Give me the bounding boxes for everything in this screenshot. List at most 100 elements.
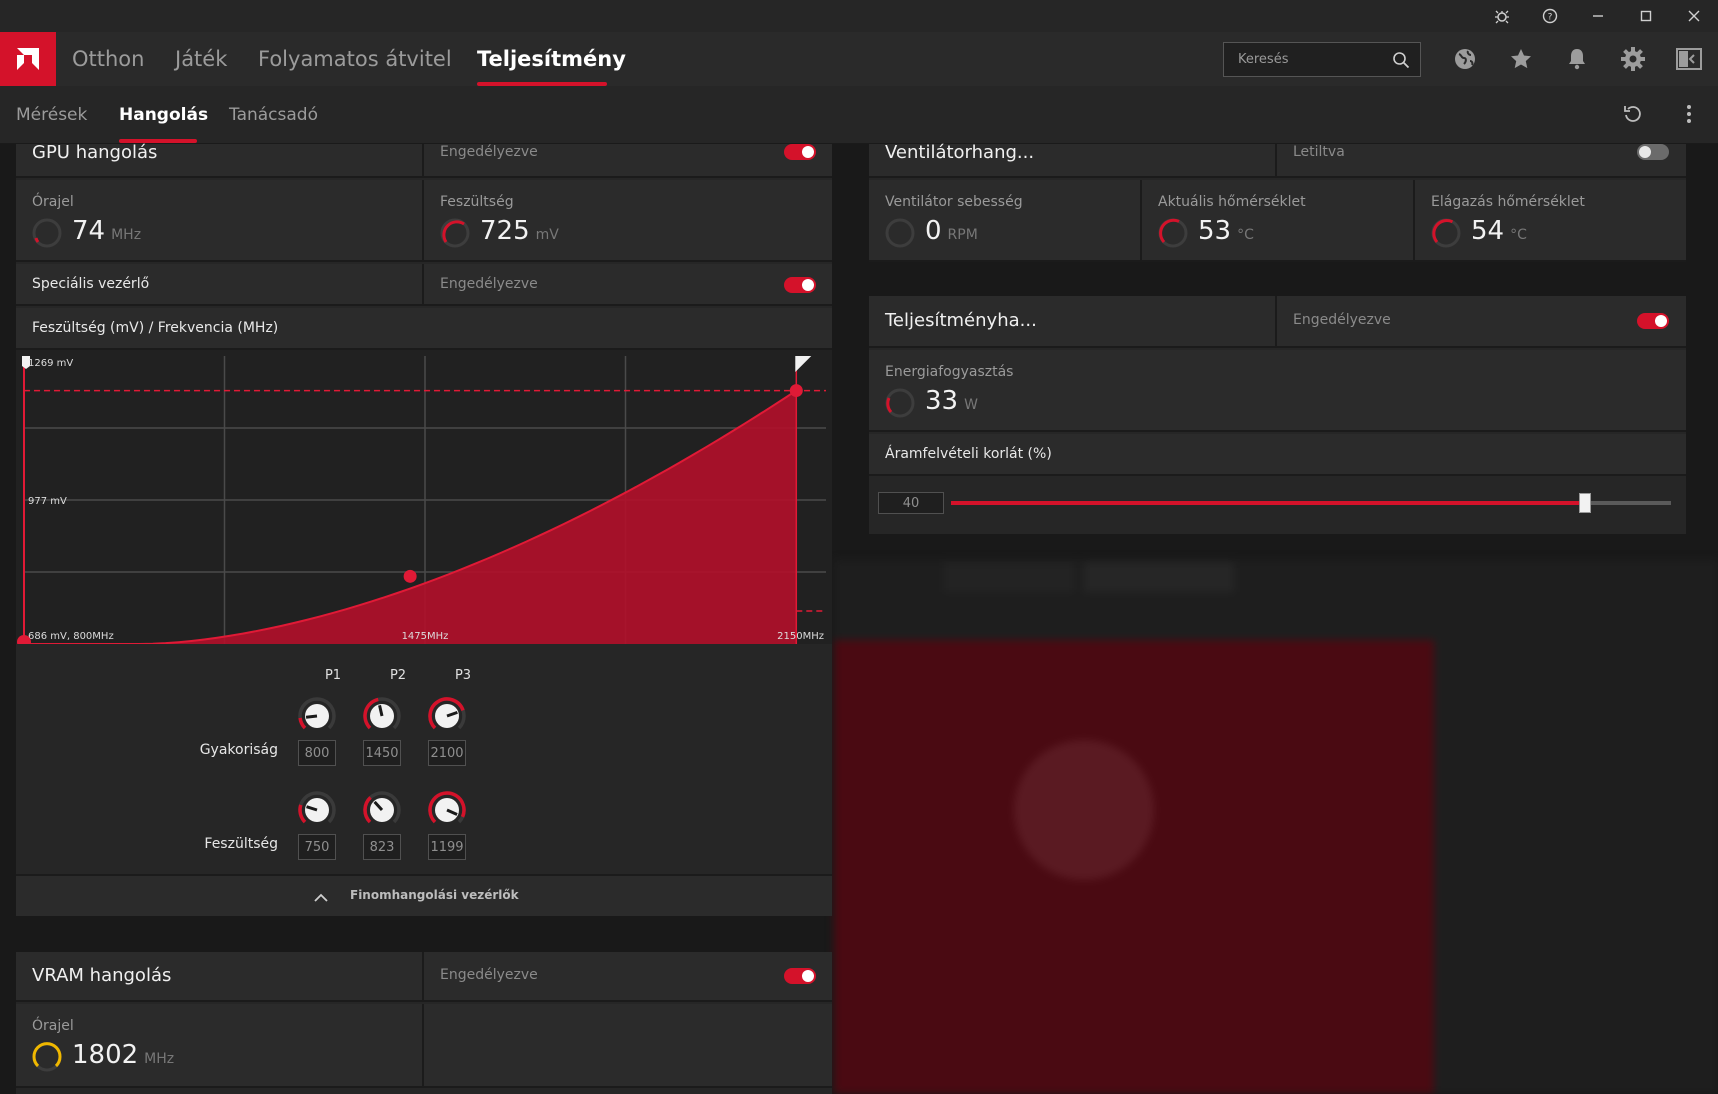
power-usage-gauge-icon (885, 388, 915, 418)
gear-icon[interactable] (1617, 43, 1649, 75)
power-metrics-row: Energiafogyasztás 33 W (869, 350, 1686, 432)
gpu-toggle[interactable] (784, 144, 816, 160)
sub-nav: Mérések Hangolás Tanácsadó (0, 86, 1718, 144)
volt-p3-input[interactable]: 1199 (428, 834, 466, 860)
gpu-clock-gauge-icon (32, 218, 62, 248)
fan-speed-value: 0 (925, 216, 942, 246)
chart-area (24, 390, 797, 644)
freq-knob-p1[interactable] (297, 696, 337, 736)
search-box[interactable] (1223, 42, 1421, 77)
reset-icon[interactable] (1622, 103, 1644, 129)
close-icon[interactable] (1674, 4, 1714, 28)
svg-text:?: ? (1548, 13, 1553, 23)
tab-metrics[interactable]: Mérések (16, 105, 88, 125)
freq-p2-input[interactable]: 1450 (363, 740, 401, 766)
power-toggle[interactable] (1637, 313, 1669, 329)
chevron-up-icon[interactable] (314, 888, 328, 907)
gpu-clock-label: Órajel (32, 194, 74, 210)
volt-p2-input[interactable]: 823 (363, 834, 401, 860)
fan-header-row: Ventilátorhang... Letiltva (869, 142, 1686, 178)
current-temp-unit: °C (1237, 227, 1254, 243)
gpu-clock-cell: Órajel 74 MHz (16, 180, 422, 260)
volt-p1-input[interactable]: 750 (298, 834, 336, 860)
top-nav: Otthon Játék Folyamatos átvitel Teljesít… (0, 32, 1718, 86)
power-limit-input[interactable]: 40 (878, 492, 944, 514)
chart-curve-line (24, 389, 797, 644)
vram-clock-gauge-icon (32, 1042, 62, 1072)
fine-tune-label: Finomhangolási vezérlők (350, 888, 519, 902)
gpu-voltage-label: Feszültség (440, 194, 514, 210)
frequency-row-label: Gyakoriság (199, 742, 278, 758)
nav-streaming[interactable]: Folyamatos átvitel (258, 47, 452, 71)
chart-x-label-min: 686 mV, 800MHz (28, 631, 114, 642)
power-header-row: Teljesítményha... Engedélyezve (869, 296, 1686, 348)
help-icon[interactable]: ? (1530, 4, 1570, 28)
gpu-title: GPU hangolás (32, 142, 158, 163)
gpu-voltage-cell: Feszültség 725 mV (424, 180, 832, 260)
nav-gaming[interactable]: Játék (175, 47, 228, 71)
current-temp-label: Aktuális hőmérséklet (1158, 194, 1306, 210)
vram-toggle[interactable] (784, 968, 816, 984)
junction-temp-unit: °C (1510, 227, 1527, 243)
advanced-control-toggle[interactable] (784, 277, 816, 293)
chart-min-flag-icon (22, 356, 30, 369)
freq-knob-p2[interactable] (362, 696, 402, 736)
power-tuning-panel: Teljesítményha... Engedélyezve Energiafo… (869, 296, 1686, 534)
volt-knob-p1[interactable] (297, 790, 337, 830)
gpu-header-row: GPU hangolás Engedélyezve (16, 142, 832, 178)
power-limit-row: Áramfelvételi korlát (%) (869, 434, 1686, 476)
nav-performance[interactable]: Teljesítmény (477, 47, 626, 71)
gpu-clock-unit: MHz (111, 227, 142, 243)
sidebar-icon[interactable] (1673, 43, 1705, 75)
junction-temp-label: Elágazás hőmérséklet (1431, 194, 1585, 210)
vram-clock-label: Órajel (32, 1018, 74, 1034)
freq-knob-p3[interactable] (427, 696, 467, 736)
curve-title-row: Feszültség (mV) / Frekvencia (MHz) (16, 308, 832, 350)
nav-home[interactable]: Otthon (72, 47, 145, 71)
volt-knob-p2[interactable] (362, 790, 402, 830)
chart-max-flag-icon (795, 356, 812, 372)
minimize-icon[interactable] (1578, 4, 1618, 28)
search-icon[interactable] (1392, 51, 1410, 73)
maximize-icon[interactable] (1626, 4, 1666, 28)
freq-p1-input[interactable]: 800 (298, 740, 336, 766)
current-temp-value: 53 (1198, 216, 1232, 246)
current-temp-gauge-icon (1158, 218, 1188, 248)
amd-logo[interactable] (0, 32, 56, 86)
bug-icon[interactable] (1482, 4, 1522, 28)
tab-tuning[interactable]: Hangolás (119, 105, 209, 125)
vram-clock-value: 1802 (72, 1040, 139, 1070)
fan-tuning-panel: Ventilátorhang... Letiltva Ventilátor se… (869, 142, 1686, 262)
gpu-clock-value: 74 (72, 216, 106, 246)
search-input[interactable] (1224, 43, 1384, 76)
voltage-frequency-chart[interactable]: 1269 mV 977 mV 686 mV, 800MHz 1475MHz 2150MH… (16, 350, 832, 644)
more-icon[interactable] (1682, 103, 1696, 129)
globe-icon[interactable] (1449, 43, 1481, 75)
freq-p3-input[interactable]: 2100 (428, 740, 466, 766)
junction-temp-value: 54 (1471, 216, 1505, 246)
current-temp-cell: Aktuális hőmérséklet 53 °C (1142, 180, 1413, 260)
power-limit-slider-thumb[interactable] (1578, 493, 1591, 513)
chart-point-p2[interactable] (403, 569, 417, 583)
vram-tuning-panel: VRAM hangolás Engedélyezve Órajel 1802 M… (16, 952, 832, 1094)
power-usage-value: 33 (925, 386, 959, 416)
nav-active-underline (477, 82, 607, 86)
curve-title: Feszültség (mV) / Frekvencia (MHz) (32, 320, 279, 336)
knob-header-p2: P2 (389, 668, 407, 683)
gpu-tuning-panel: GPU hangolás Engedélyezve Órajel 74 MHz … (16, 142, 832, 916)
chart-origin-point (17, 635, 31, 644)
power-limit-slider[interactable] (951, 493, 1671, 513)
power-limit-slider-fill (951, 501, 1585, 505)
chart-point-p3[interactable] (789, 384, 803, 398)
tab-advisor[interactable]: Tanácsadó (229, 105, 318, 125)
volt-knob-p3[interactable] (427, 790, 467, 830)
fan-speed-label: Ventilátor sebesség (885, 194, 1023, 210)
gpu-metrics-row: Órajel 74 MHz Feszültség 725 mV (16, 180, 832, 262)
chart-y-label-mid: 977 mV (28, 496, 67, 507)
star-icon[interactable] (1505, 43, 1537, 75)
advanced-control-row: Speciális vezérlő Engedélyezve (16, 264, 832, 306)
fan-toggle[interactable] (1637, 144, 1669, 160)
bell-icon[interactable] (1561, 43, 1593, 75)
gpu-voltage-unit: mV (535, 227, 559, 243)
fine-tune-footer[interactable]: Finomhangolási vezérlők (16, 874, 832, 916)
